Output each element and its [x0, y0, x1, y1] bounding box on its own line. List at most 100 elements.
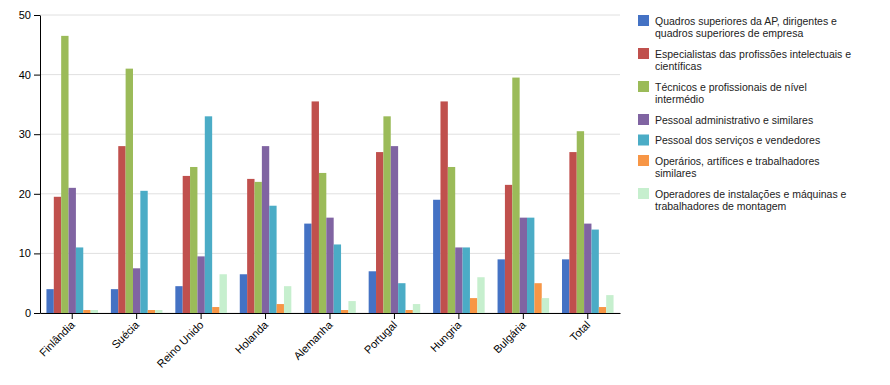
bar — [341, 310, 348, 313]
legend-label: Quadros superiores da AP, dirigentes equ… — [655, 15, 837, 40]
bar — [54, 197, 61, 313]
x-tick-label: Finlândia — [37, 318, 78, 359]
bar — [247, 179, 254, 313]
legend-item: Operadores de instalações e máquinas etr… — [638, 188, 847, 213]
bar — [440, 101, 447, 313]
bar-series — [83, 283, 606, 313]
bar — [155, 310, 162, 313]
bar — [312, 101, 319, 313]
bars — [46, 36, 613, 313]
legend-item: Quadros superiores da AP, dirigentes equ… — [638, 15, 837, 40]
bar — [304, 224, 311, 313]
legend-label: Especialistas das profissões intelectuai… — [655, 48, 851, 73]
x-tick-mark — [394, 313, 395, 319]
x-tick: Bulgária — [491, 313, 529, 356]
x-tick: Portugal — [362, 313, 399, 356]
bar — [140, 191, 147, 313]
x-tick-label: Total — [568, 319, 593, 344]
bar — [569, 152, 576, 313]
legend-label: Pessoal administrativo e similares — [655, 114, 813, 126]
legend-label: Pessoal dos serviços e vendedores — [655, 134, 820, 146]
bar — [348, 301, 355, 313]
x-tick-mark — [201, 313, 202, 319]
bar — [262, 146, 269, 313]
bar — [69, 188, 76, 313]
x-tick-label: Suécia — [109, 318, 142, 351]
legend-label-line: científicas — [655, 60, 702, 72]
bar — [126, 69, 133, 313]
legend-label-line: Técnicos e profissionais de nível — [655, 81, 807, 93]
bar — [76, 247, 83, 313]
legend-label-line: Pessoal dos serviços e vendedores — [655, 134, 820, 146]
legend-item: Operários, artífices e trabalhadoressimi… — [638, 155, 820, 180]
bar — [463, 247, 470, 313]
bar — [470, 298, 477, 313]
bar — [584, 224, 591, 313]
y-tick-mark — [34, 313, 40, 314]
x-tick: Reino Unido — [154, 313, 205, 370]
legend-swatch — [638, 135, 649, 146]
bar — [277, 304, 284, 313]
x-tick-label: Hungria — [428, 318, 464, 354]
x-tick-mark — [136, 313, 137, 319]
bar — [83, 310, 90, 313]
x-tick-mark — [523, 313, 524, 319]
legend-label-line: Operadores de instalações e máquinas e — [655, 188, 847, 200]
y-tick-mark — [34, 253, 40, 254]
legend-label: Técnicos e profissionais de nívelintermé… — [655, 81, 807, 106]
legend-label-line: Pessoal administrativo e similares — [655, 114, 813, 126]
y-tick-label: 20 — [19, 188, 31, 200]
bar — [376, 152, 383, 313]
x-tick-label: Portugal — [362, 319, 399, 356]
legend-item: Técnicos e profissionais de nívelintermé… — [638, 81, 807, 106]
legend-item: Pessoal dos serviços e vendedores — [638, 134, 820, 146]
bar — [606, 295, 613, 313]
y-tick-label: 30 — [19, 128, 31, 140]
x-tick-label: Bulgária — [491, 318, 529, 356]
legend-label-line: similares — [655, 167, 696, 179]
legend-swatch — [638, 15, 649, 26]
bar — [405, 310, 412, 313]
y-axis: 01020304050 — [19, 9, 41, 319]
y-tick-mark — [34, 75, 40, 76]
y-tick: 0 — [25, 307, 40, 319]
y-axis-line — [40, 16, 41, 314]
bar — [133, 268, 140, 313]
legend-label-line: Quadros superiores da AP, dirigentes e — [655, 15, 837, 27]
y-tick-mark — [34, 134, 40, 135]
x-tick-mark — [330, 313, 331, 319]
bar — [220, 274, 227, 313]
bar — [91, 310, 98, 313]
x-tick: Finlândia — [37, 313, 78, 359]
bar — [505, 185, 512, 313]
y-tick-label: 40 — [19, 69, 31, 81]
plot: FinlândiaSuéciaReino UnidoHolandaAlemanh… — [19, 9, 621, 370]
legend-swatch — [638, 81, 649, 92]
bar — [527, 218, 534, 313]
bar — [212, 307, 219, 313]
x-tick-label: Reino Unido — [154, 319, 205, 370]
bar — [534, 283, 541, 313]
bar — [118, 146, 125, 313]
bar — [111, 289, 118, 313]
y-tick: 30 — [19, 128, 40, 140]
bar — [197, 256, 204, 313]
bar — [591, 230, 598, 313]
x-tick: Hungria — [428, 313, 464, 354]
y-tick-mark — [34, 194, 40, 195]
legend-label-line: quadros superiores de empresa — [655, 27, 803, 39]
bar — [413, 304, 420, 313]
bar — [148, 310, 155, 313]
bar — [205, 116, 212, 313]
x-tick: Holanda — [233, 313, 271, 356]
bar — [46, 289, 53, 313]
bar — [433, 200, 440, 313]
bar — [455, 247, 462, 313]
bar — [383, 116, 390, 313]
legend: Quadros superiores da AP, dirigentes equ… — [638, 15, 851, 213]
bar — [334, 244, 341, 313]
bar — [448, 167, 455, 313]
bar — [599, 307, 606, 313]
x-tick-mark — [458, 313, 459, 319]
bar — [542, 298, 549, 313]
